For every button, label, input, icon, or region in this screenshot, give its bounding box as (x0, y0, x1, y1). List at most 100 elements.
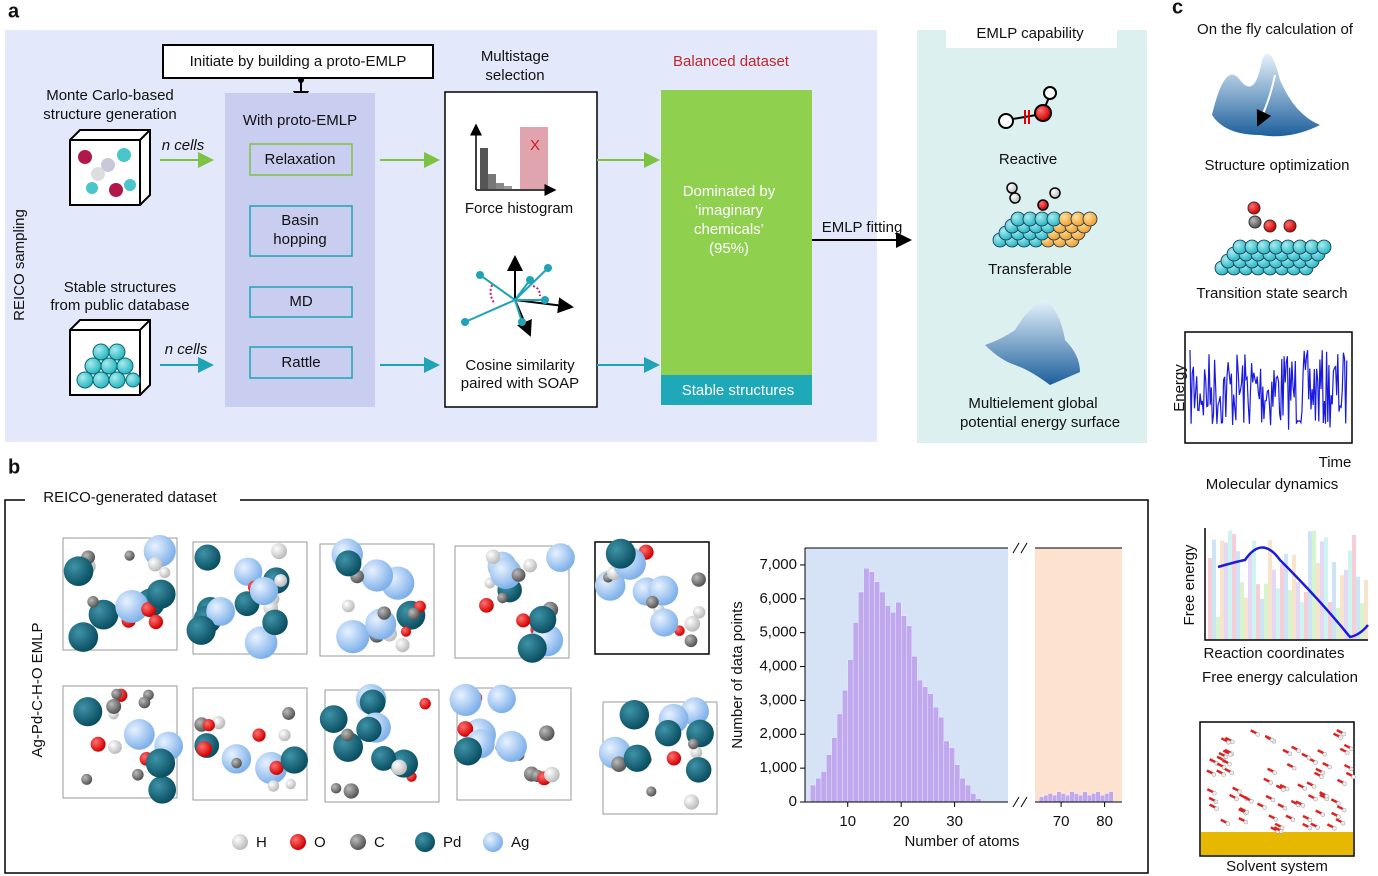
h-atom (1262, 805, 1267, 810)
bond (1216, 762, 1224, 768)
atom (147, 557, 163, 572)
bond (1315, 809, 1323, 815)
atom (1316, 239, 1332, 255)
method: Relaxation (265, 151, 336, 168)
fe-bar (1360, 603, 1364, 640)
side-label: REICO sampling (11, 209, 28, 321)
atom (359, 689, 386, 716)
bond (1220, 818, 1228, 824)
path-arrow (1256, 74, 1276, 127)
bar (836, 713, 843, 803)
fe-bar (1320, 541, 1324, 640)
atom (146, 579, 176, 609)
atom (485, 549, 501, 564)
h-atom (1345, 750, 1350, 756)
legend (232, 832, 503, 852)
h-atom (1287, 751, 1293, 757)
atom (132, 768, 144, 781)
atom (666, 751, 682, 766)
bond (1285, 814, 1293, 820)
atom (274, 574, 288, 587)
x-label: Number of atoms (904, 833, 1019, 850)
fe-bar (1256, 584, 1260, 640)
atom (138, 696, 151, 709)
atom (194, 544, 221, 571)
fe-bar (1304, 591, 1308, 640)
atom (546, 543, 575, 572)
h-atom (1341, 807, 1347, 813)
atom (196, 741, 213, 757)
h-atom (1313, 796, 1318, 802)
bond (1221, 759, 1230, 765)
bond (1326, 823, 1334, 829)
atom (605, 538, 636, 569)
initiate-text: Initiate by building a proto-EMLP (190, 53, 407, 70)
fe-bar (1284, 553, 1288, 640)
bond (1216, 755, 1224, 761)
y-tick-label: 7,000 (759, 556, 797, 573)
bond (1220, 737, 1228, 743)
bar (954, 764, 961, 803)
solvent-slab (1201, 832, 1353, 855)
bond (1291, 745, 1299, 751)
atom (495, 730, 527, 762)
method: Rattle (281, 354, 320, 371)
adsorbate (1248, 215, 1262, 229)
h-atom (1229, 770, 1234, 776)
bar (826, 754, 832, 803)
bond (1302, 814, 1310, 821)
bond (1243, 796, 1251, 802)
atom (269, 760, 284, 775)
bond (1282, 748, 1290, 754)
atom (107, 739, 122, 754)
x-tick-label: 30 (946, 813, 963, 830)
stable-source: from public database (50, 297, 189, 314)
atom (249, 576, 279, 606)
bond (1256, 802, 1265, 808)
h-atom (1311, 784, 1317, 789)
h-atom (1313, 760, 1318, 765)
h-atom (1213, 799, 1219, 805)
bar (1104, 793, 1110, 803)
fe-bar (1364, 579, 1368, 640)
h-atom (1307, 825, 1312, 831)
legend-label: C (374, 834, 385, 851)
fe-bar (1272, 569, 1276, 640)
bond (1286, 762, 1294, 769)
bar (879, 591, 886, 803)
force-histogram-icon (470, 123, 557, 196)
atom (395, 638, 410, 653)
method-box (249, 143, 353, 176)
h-atom (1230, 739, 1235, 745)
fe-bar (1240, 582, 1244, 640)
h-atom (1281, 787, 1286, 792)
fe-bar (1352, 534, 1356, 640)
fe-bar (1232, 534, 1236, 640)
adsorbate (1263, 219, 1277, 233)
h-atom (1315, 825, 1321, 830)
h-atom (1273, 817, 1279, 822)
frame-title-bg (25, 488, 240, 510)
balanced-title: Balanced dataset (673, 53, 790, 70)
bar (863, 568, 870, 803)
atom (646, 595, 659, 609)
bond (1317, 749, 1325, 755)
md-ylabel: Energy (1171, 364, 1188, 412)
bar (949, 747, 955, 803)
h-atom (1279, 825, 1285, 831)
atom (516, 613, 531, 628)
h-atom (1272, 770, 1277, 775)
atom (453, 737, 482, 766)
method: hopping (273, 231, 326, 248)
atom (377, 606, 391, 620)
atom (206, 597, 235, 626)
atom (278, 729, 291, 742)
atom (391, 759, 407, 776)
capability: Transferable (988, 261, 1072, 278)
bar (1065, 795, 1070, 803)
atom (271, 543, 288, 560)
atom (457, 721, 474, 737)
bar (842, 690, 848, 803)
method-box (249, 286, 353, 318)
bond (1209, 803, 1217, 809)
